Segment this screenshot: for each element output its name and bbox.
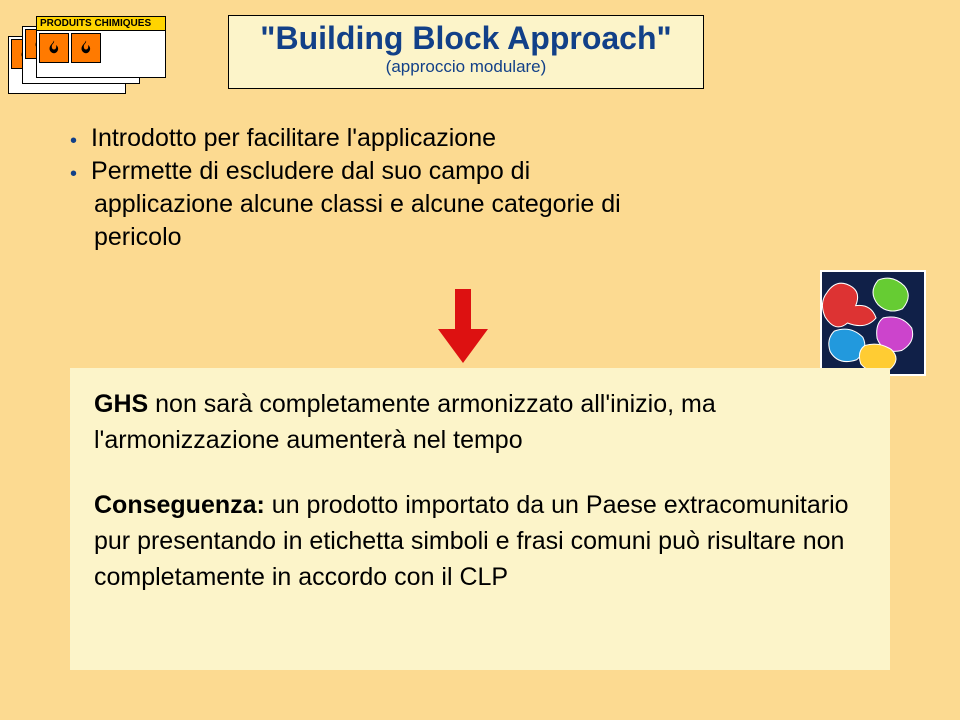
bullet-line: pericolo	[70, 223, 621, 252]
bullet-text: Introdotto per facilitare l'applicazione	[91, 124, 496, 153]
chemical-label-header: PRODUITS CHIMIQUES	[37, 17, 165, 31]
bullet-line: applicazione alcune classi e alcune cate…	[70, 190, 621, 219]
bullet-text: pericolo	[94, 223, 182, 252]
slide-title: "Building Block Approach"	[237, 20, 695, 57]
down-arrow-icon	[438, 289, 488, 363]
flammable-pictogram	[39, 33, 69, 63]
puzzle-thumbnail	[820, 270, 926, 376]
callout-para-2: Conseguenza: un prodotto importato da un…	[94, 487, 866, 596]
bullet-text: Permette di escludere dal suo campo di	[91, 157, 530, 186]
callout-box: GHS non sarà completamente armonizzato a…	[70, 368, 890, 670]
callout-para-2-lead: Conseguenza:	[94, 491, 265, 519]
title-box: "Building Block Approach" (approccio mod…	[228, 15, 704, 89]
chemical-label-card: PRODUITS CHIMIQUES	[36, 16, 166, 78]
bullet-line: • Introdotto per facilitare l'applicazion…	[70, 124, 621, 153]
bullet-line: • Permette di escludere dal suo campo di	[70, 157, 621, 186]
flammable-pictogram	[71, 33, 101, 63]
picto-row	[37, 31, 165, 65]
callout-para-1-rest: non sarà completamente armonizzato all'i…	[94, 390, 716, 454]
callout-para-1: GHS non sarà completamente armonizzato a…	[94, 386, 866, 459]
bullet-text: applicazione alcune classi e alcune cate…	[94, 190, 621, 219]
callout-para-1-lead: GHS	[94, 390, 148, 418]
slide-subtitle: (approccio modulare)	[237, 57, 695, 77]
bullet-dot-icon: •	[70, 130, 77, 153]
bullet-list: • Introdotto per facilitare l'applicazion…	[70, 124, 621, 256]
bullet-dot-icon: •	[70, 163, 77, 186]
